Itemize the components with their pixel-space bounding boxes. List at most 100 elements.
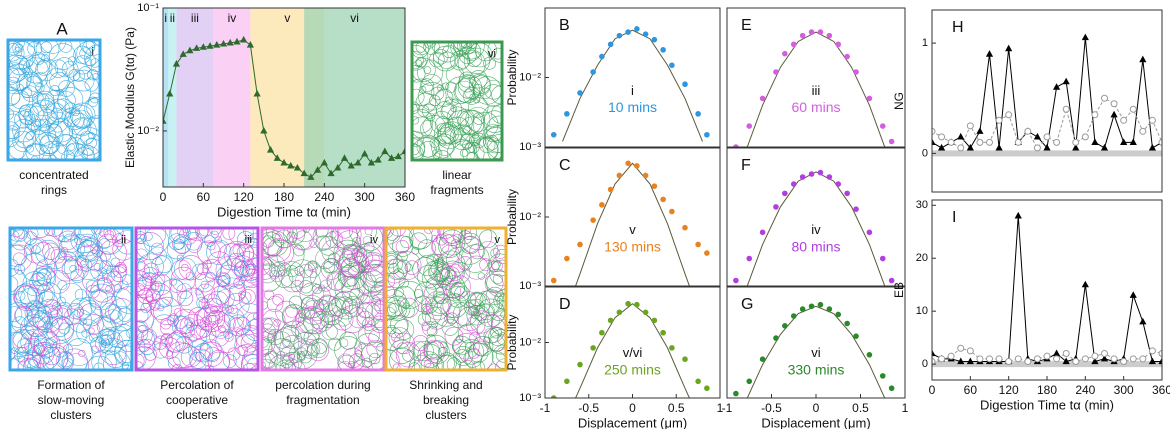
ring bbox=[310, 342, 327, 358]
ring bbox=[415, 56, 427, 68]
ring bbox=[49, 118, 74, 143]
ring bbox=[217, 325, 226, 334]
plot-area bbox=[550, 26, 710, 142]
ring bbox=[337, 265, 360, 287]
panel-letter: I bbox=[952, 209, 956, 226]
ring bbox=[342, 243, 359, 260]
ring bbox=[488, 300, 506, 321]
ring bbox=[204, 306, 221, 323]
ring bbox=[101, 270, 115, 284]
ring bbox=[412, 257, 438, 283]
marker bbox=[986, 138, 993, 146]
ring bbox=[45, 339, 54, 349]
panel-state: iv bbox=[811, 222, 821, 237]
ring bbox=[84, 77, 99, 92]
ring bbox=[458, 359, 476, 370]
ring bbox=[206, 251, 232, 277]
ring bbox=[421, 296, 438, 314]
marker bbox=[782, 50, 788, 57]
ring bbox=[435, 88, 454, 107]
ring bbox=[461, 228, 477, 241]
ring bbox=[487, 42, 502, 63]
ring bbox=[90, 345, 99, 354]
ring bbox=[281, 269, 304, 293]
ring bbox=[357, 302, 373, 319]
marker bbox=[844, 53, 850, 60]
ring bbox=[146, 294, 154, 303]
ring bbox=[185, 271, 195, 281]
marker bbox=[320, 158, 328, 166]
ring bbox=[70, 102, 96, 128]
marker bbox=[826, 174, 833, 180]
ring bbox=[430, 86, 445, 101]
marker bbox=[1148, 143, 1157, 151]
ring bbox=[78, 349, 86, 358]
marker bbox=[790, 313, 797, 319]
y-tick-label: 10⁻² bbox=[519, 211, 541, 223]
ring bbox=[469, 310, 493, 334]
ring bbox=[83, 117, 93, 127]
ring bbox=[68, 117, 97, 146]
illustration-caption: percolation during bbox=[275, 378, 370, 392]
ring bbox=[27, 41, 43, 57]
ring bbox=[196, 296, 209, 309]
ring bbox=[329, 231, 337, 239]
ring bbox=[386, 286, 395, 297]
ring bbox=[8, 43, 20, 56]
ring bbox=[280, 345, 300, 366]
ring bbox=[366, 339, 384, 359]
marker bbox=[607, 186, 614, 193]
fit-curve bbox=[746, 305, 886, 398]
ring bbox=[341, 257, 361, 278]
ring bbox=[215, 331, 238, 354]
ring bbox=[202, 260, 212, 270]
frame bbox=[726, 147, 906, 287]
ring bbox=[300, 339, 321, 359]
ring bbox=[199, 325, 217, 343]
zero-band bbox=[932, 361, 1162, 368]
ring bbox=[412, 116, 433, 139]
ring bbox=[395, 240, 410, 254]
marker bbox=[1139, 55, 1147, 63]
ring bbox=[136, 320, 149, 338]
ring bbox=[389, 347, 415, 370]
ring bbox=[417, 312, 431, 326]
ring bbox=[222, 228, 236, 240]
ring bbox=[410, 232, 428, 250]
ring bbox=[279, 354, 294, 369]
marker bbox=[599, 53, 605, 60]
marker bbox=[1110, 100, 1118, 108]
ring bbox=[397, 297, 407, 307]
ring bbox=[491, 344, 506, 369]
ring bbox=[119, 280, 129, 290]
marker bbox=[280, 158, 288, 166]
marker bbox=[1024, 357, 1032, 365]
marker bbox=[233, 37, 241, 45]
ring-drawing bbox=[386, 228, 506, 370]
ring bbox=[386, 258, 408, 284]
ring bbox=[100, 302, 120, 322]
panel-time: 80 mins bbox=[791, 239, 840, 255]
marker bbox=[808, 29, 815, 35]
ring bbox=[468, 298, 485, 316]
marker bbox=[1158, 138, 1162, 146]
ring bbox=[457, 49, 486, 78]
series-line bbox=[932, 215, 1162, 363]
ring bbox=[61, 348, 88, 370]
ring bbox=[32, 341, 55, 365]
marker bbox=[1014, 355, 1022, 363]
ring bbox=[358, 260, 371, 273]
ring bbox=[42, 338, 58, 353]
marker bbox=[1005, 44, 1013, 52]
ring bbox=[412, 57, 436, 82]
ring bbox=[176, 283, 193, 300]
ring bbox=[423, 360, 432, 368]
marker bbox=[287, 161, 295, 169]
marker bbox=[1005, 357, 1013, 365]
marker bbox=[1158, 357, 1162, 365]
ring bbox=[38, 118, 51, 132]
marker bbox=[1062, 357, 1070, 365]
series-line bbox=[932, 37, 1162, 150]
ring bbox=[24, 103, 48, 127]
ring bbox=[64, 254, 73, 263]
